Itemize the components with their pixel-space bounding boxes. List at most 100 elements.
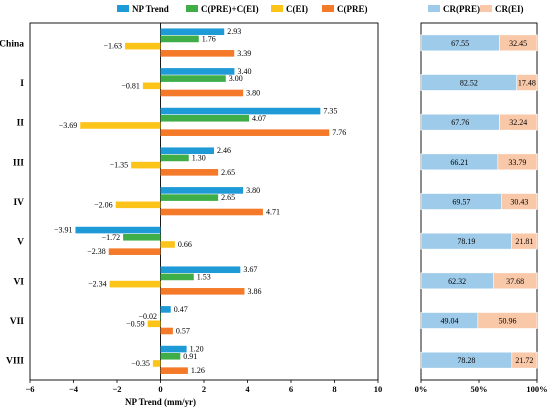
bar-c-pre- — [160, 89, 244, 97]
bar-np-trend — [160, 147, 215, 155]
data-label: 4.07 — [252, 114, 266, 123]
x-tick-label: 0 — [158, 384, 162, 394]
data-label: −2.38 — [87, 247, 106, 256]
bar-c-pre-c-ei- — [160, 114, 250, 122]
data-label: 7.35 — [323, 107, 337, 116]
x-axis-title: NP Trend (mm/yr) — [125, 397, 196, 407]
legend-swatch — [186, 5, 198, 12]
stacked-bar-cr-ei- — [492, 272, 538, 290]
bar-np-trend — [160, 68, 235, 75]
bar-c-ei- — [109, 280, 161, 288]
bar-np-trend — [160, 266, 241, 274]
stack-label: 62.32 — [448, 277, 466, 286]
stacked-bar-cr-ei- — [501, 193, 538, 210]
stack-label: 49.04 — [440, 317, 458, 326]
bar-np-trend — [160, 107, 321, 115]
stacked-bar-cr-ei- — [497, 153, 538, 171]
stack-label: 30.43 — [510, 198, 528, 207]
stacked-bar-cr-ei- — [511, 232, 538, 250]
bar-c-pre- — [160, 288, 245, 295]
stacked-bar-cr-ei- — [499, 34, 538, 52]
data-label: 3.80 — [246, 89, 260, 98]
data-label: 2.46 — [217, 146, 231, 155]
data-label: −0.35 — [131, 359, 150, 368]
stack-label: 78.28 — [457, 356, 475, 365]
x-tick-label: 8 — [332, 384, 336, 394]
data-label: −2.06 — [94, 200, 113, 209]
data-label: 3.39 — [237, 49, 251, 58]
x-tick-label: 6 — [289, 384, 293, 394]
bar-c-pre-c-ei- — [160, 352, 181, 360]
bar-c-ei- — [152, 360, 161, 367]
category-label: VI — [13, 277, 24, 287]
bar-c-ei- — [142, 82, 161, 90]
bar-c-ei- — [131, 161, 161, 169]
x-tick-label: 0% — [415, 384, 428, 394]
data-label: 1.20 — [190, 345, 204, 354]
bar-c-pre- — [160, 129, 330, 136]
data-label: −3.91 — [54, 226, 73, 235]
category-label: China — [0, 39, 24, 49]
legend-swatch — [480, 5, 492, 12]
bar-c-pre-c-ei- — [123, 233, 161, 241]
stack-label: 21.72 — [515, 356, 533, 365]
x-tick-label: −2 — [112, 384, 121, 394]
data-label: −1.35 — [110, 161, 129, 170]
data-label: 3.80 — [246, 186, 260, 195]
data-label: 0.66 — [178, 240, 192, 249]
legend-label: C(EI) — [286, 4, 308, 14]
category-label: I — [20, 79, 24, 89]
bar-c-pre-c-ei- — [160, 154, 189, 162]
legend-swatch — [428, 5, 440, 12]
legend-label: NP Trend — [132, 4, 169, 14]
x-tick-label: 2 — [202, 384, 206, 394]
data-label: −0.02 — [139, 312, 158, 321]
data-label: 2.65 — [221, 168, 235, 177]
data-label: −2.34 — [88, 280, 107, 289]
data-label: −1.72 — [102, 233, 121, 242]
stack-label: 17.48 — [518, 79, 536, 88]
bar-np-trend — [160, 306, 171, 313]
legend-label: C(PRE)+C(EI) — [201, 4, 259, 14]
data-label: 3.86 — [247, 287, 261, 296]
category-label: II — [17, 119, 25, 129]
bar-c-ei- — [160, 241, 175, 248]
data-label: −1.63 — [104, 42, 123, 51]
data-label: 0.91 — [183, 352, 197, 361]
stack-label: 32.24 — [509, 118, 527, 127]
x-tick-label: 100% — [526, 384, 547, 394]
bar-np-trend — [75, 226, 161, 234]
category-label: V — [17, 238, 24, 248]
bar-np-trend — [160, 187, 244, 194]
x-tick-label: 4 — [245, 384, 250, 394]
stack-label: 32.45 — [509, 39, 527, 48]
stacked-bar-cr-ei- — [499, 113, 538, 131]
bar-c-pre- — [108, 248, 161, 255]
data-label: 1.30 — [192, 153, 206, 162]
bar-np-trend — [160, 345, 187, 353]
data-label: 1.76 — [202, 34, 216, 43]
bar-c-pre-c-ei- — [160, 194, 219, 201]
bar-c-ei- — [115, 201, 161, 209]
data-label: 3.00 — [229, 74, 243, 83]
bar-c-pre- — [160, 367, 188, 374]
category-label: VII — [10, 317, 25, 327]
data-label: −0.81 — [121, 81, 140, 90]
stack-label: 82.52 — [460, 79, 478, 88]
legend-label: CR(EI) — [495, 4, 524, 14]
stack-label: 67.55 — [451, 39, 469, 48]
data-label: 2.65 — [221, 193, 235, 202]
category-label: VIII — [6, 357, 24, 367]
bar-c-pre- — [160, 50, 235, 57]
data-label: 3.67 — [243, 265, 257, 274]
data-label: −0.59 — [126, 319, 145, 328]
stacked-bar-cr-ei- — [477, 312, 538, 329]
bar-c-pre-c-ei- — [160, 273, 194, 281]
x-tick-label: −4 — [69, 384, 79, 394]
stack-label: 67.76 — [451, 118, 469, 127]
legend-swatch — [322, 5, 334, 12]
data-label: 2.93 — [227, 27, 241, 36]
stacked-bar-cr-ei- — [511, 351, 538, 369]
legend-label: C(PRE) — [337, 4, 368, 14]
